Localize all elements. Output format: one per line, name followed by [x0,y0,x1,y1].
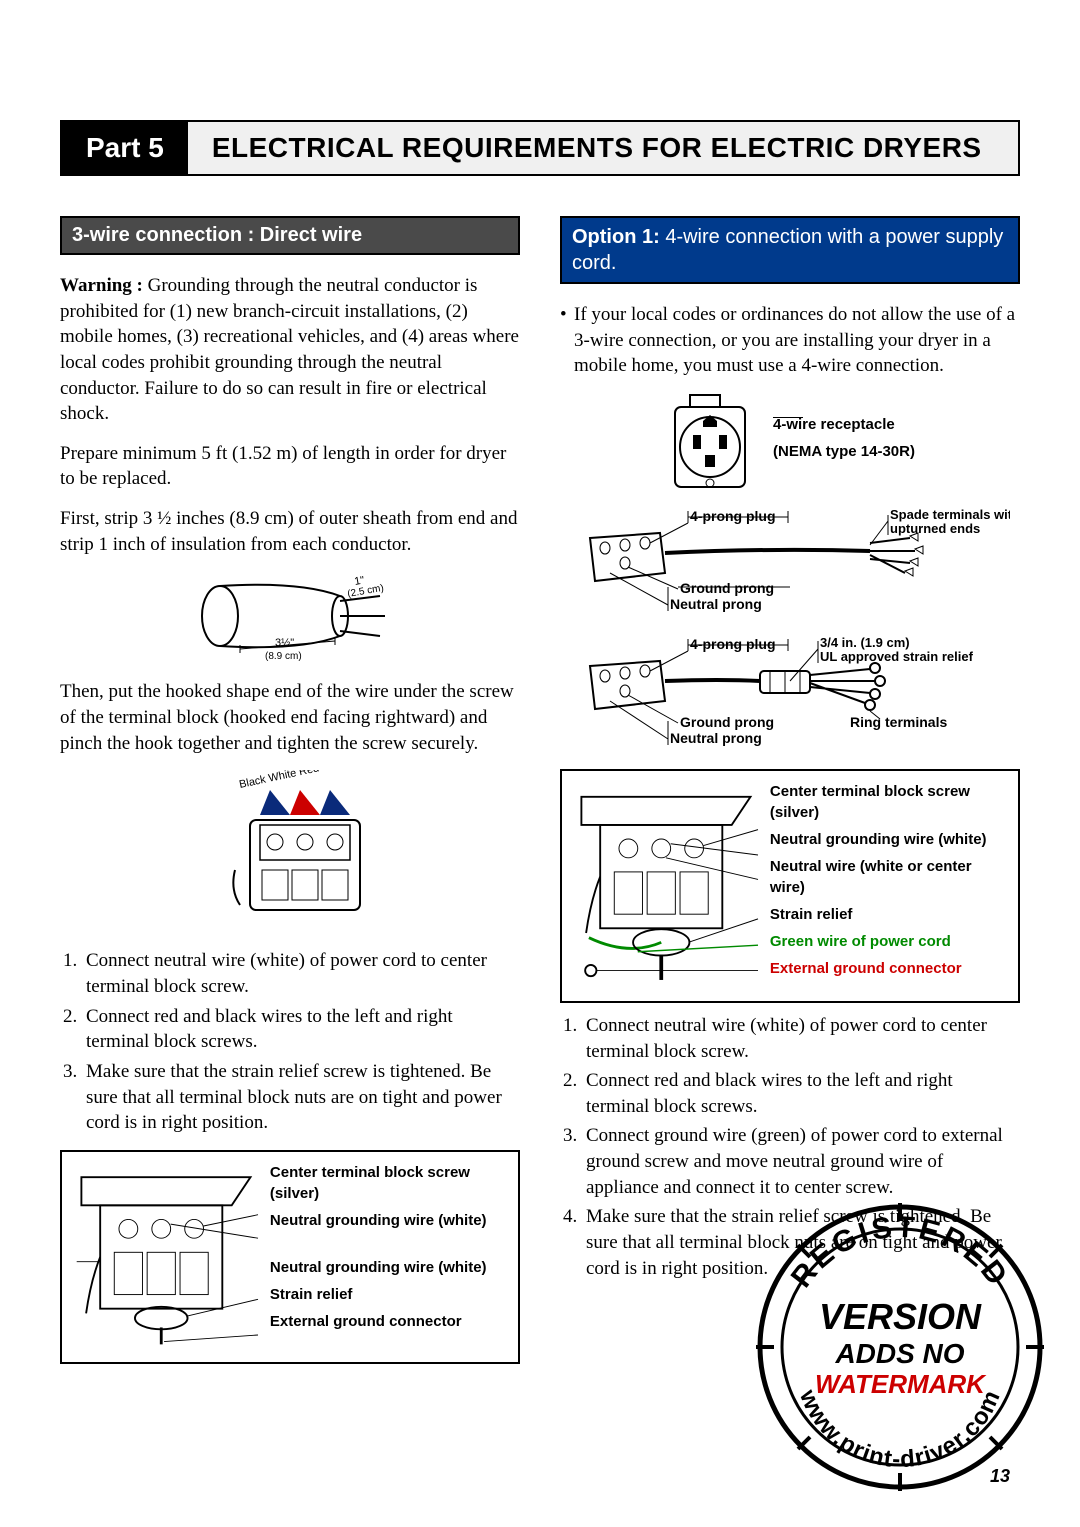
svg-text:Black White Red: Black White Red [238,770,320,791]
svg-text:Ground prong: Ground prong [680,714,774,730]
label-r-ext-ground: External ground connector [770,958,1008,979]
right-wiring-box: Center terminal block screw (silver) Neu… [560,769,1020,1003]
label-r-neutral-ground: Neutral grounding wire (white) [770,829,1008,850]
warning-text: Grounding through the neutral conductor … [60,275,519,424]
left-wiring-box: Center terminal block screw (silver) Neu… [60,1150,520,1364]
plug-ring-diagram: 4-prong plug 3/4 in. (1.9 cm) UL approve… [570,631,1010,751]
right-wiring-diagram [572,781,760,991]
label-4wire-receptacle: 4-wire receptacle [773,414,915,435]
left-steps-list: Connect neutral wire (white) of power co… [60,948,520,1135]
hook-paragraph: Then, put the hooked shape end of the wi… [60,679,520,756]
label-r-center-screw: Center terminal block screw (silver) [770,781,1008,823]
terminal-block-arrows-diagram: Black White Red [180,770,400,930]
page-number: 13 [990,1466,1010,1487]
right-steps-list: Connect neutral wire (white) of power co… [560,1013,1020,1281]
svg-text:Ring terminals: Ring terminals [850,714,947,730]
part-header: Part 5 ELECTRICAL REQUIREMENTS FOR ELECT… [60,120,1020,176]
warning-label: Warning : [60,275,143,296]
right-column: Option 1: 4-wire connection with a power… [560,216,1020,1374]
left-wiring-labels: Center terminal block screw (silver) Neu… [270,1162,508,1338]
receptacle-diagram [665,393,755,493]
option-label: Option 1: [572,226,660,248]
svg-text:Ground prong: Ground prong [680,580,774,596]
label-nema-type: (NEMA type 14-30R) [773,441,915,462]
label-r-neutral-wire: Neutral wire (white or center wire) [770,856,1008,898]
svg-text:4-prong plug: 4-prong plug [690,508,776,524]
right-intro-bullet: If your local codes or ordinances do not… [560,302,1020,379]
svg-text:upturned ends: upturned ends [890,521,980,536]
part-title: ELECTRICAL REQUIREMENTS FOR ELECTRIC DRY… [188,122,1018,174]
receptacle-labels: 4-wire receptacle (NEMA type 14-30R) [773,417,915,468]
label-neutral-ground-2: Neutral grounding wire (white) [270,1257,508,1278]
prepare-paragraph: Prepare minimum 5 ft (1.52 m) of length … [60,441,520,492]
section-header-3wire: 3-wire connection : Direct wire [60,216,520,255]
svg-text:Spade terminals with: Spade terminals with [890,507,1010,522]
label-r-strain-relief: Strain relief [770,904,1008,925]
section-header-4wire: Option 1: 4-wire connection with a power… [560,216,1020,284]
label-center-screw: Center terminal block screw (silver) [270,1162,508,1204]
warning-paragraph: Warning : Grounding through the neutral … [60,273,520,427]
stripped-cable-diagram: 1" (2.5 cm) 3½" (8.9 cm) [180,571,400,661]
svg-text:Neutral prong: Neutral prong [670,596,762,612]
svg-text:www.print-driver.com: www.print-driver.com [794,1385,1006,1473]
right-wiring-labels: Center terminal block screw (silver) Neu… [770,781,1008,985]
svg-text:Neutral prong: Neutral prong [670,730,762,746]
svg-text:(8.9 cm): (8.9 cm) [265,651,302,661]
svg-text:3/4 in. (1.9 cm): 3/4 in. (1.9 cm) [820,635,910,650]
right-step-1: Connect neutral wire (white) of power co… [582,1013,1020,1064]
plug-spade-diagram: 4-prong plug Spade terminals with upturn… [570,503,1010,613]
left-step-2: Connect red and black wires to the left … [82,1004,520,1055]
left-step-3: Make sure that the strain relief screw i… [82,1059,520,1136]
strip-paragraph: First, strip 3 ½ inches (8.9 cm) of oute… [60,506,520,557]
label-ext-ground: External ground connector [270,1311,508,1332]
left-column: 3-wire connection : Direct wire Warning … [60,216,520,1374]
right-step-3: Connect ground wire (green) of power cor… [582,1123,1020,1200]
svg-text:3½": 3½" [275,637,294,649]
receptacle-figure: 4-wire receptacle (NEMA type 14-30R) [560,393,1020,493]
right-step-4: Make sure that the strain relief screw i… [582,1204,1020,1281]
two-column-layout: 3-wire connection : Direct wire Warning … [60,216,1020,1374]
svg-text:UL approved strain relief: UL approved strain relief [820,649,974,664]
label-strain-relief: Strain relief [270,1284,508,1305]
label-neutral-ground-1: Neutral grounding wire (white) [270,1210,508,1231]
label-r-green-wire: Green wire of power cord [770,931,1008,952]
svg-text:4-prong plug: 4-prong plug [690,636,776,652]
part-badge: Part 5 [62,122,188,174]
left-wiring-diagram [72,1162,260,1352]
right-step-2: Connect red and black wires to the left … [582,1068,1020,1119]
left-step-1: Connect neutral wire (white) of power co… [82,948,520,999]
